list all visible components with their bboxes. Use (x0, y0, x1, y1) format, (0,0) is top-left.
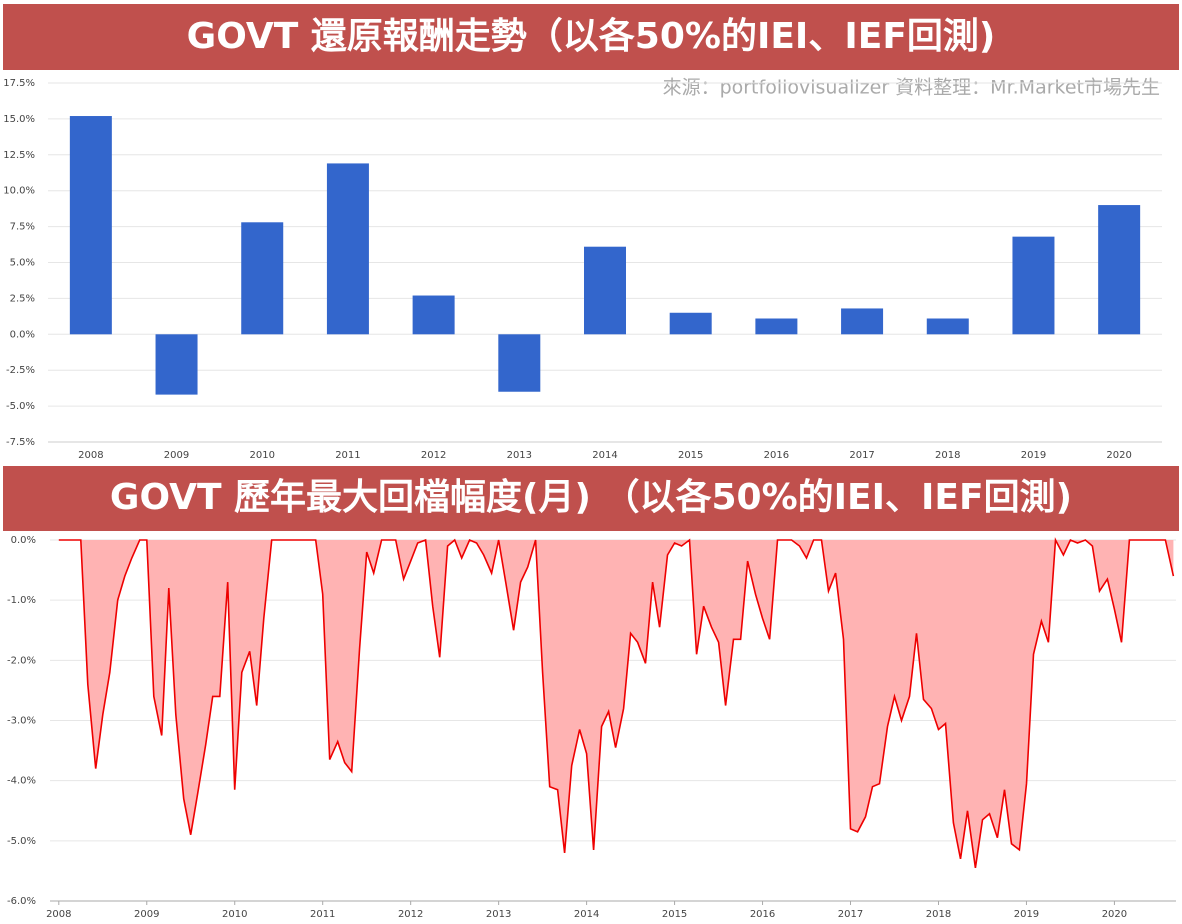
x-tick-label: 2011 (310, 909, 335, 920)
y-tick-label: 2.5% (10, 293, 35, 304)
bar (498, 334, 541, 392)
bar (326, 163, 369, 335)
y-tick-label: -2.0% (7, 655, 36, 666)
x-tick-label: 2020 (1106, 450, 1131, 461)
x-tick-label: 2008 (46, 909, 71, 920)
chart-title: GOVT 歷年最大回檔幅度(月) （以各50%的IEI、IEF回測) (110, 477, 1072, 518)
x-tick-label: 2017 (849, 450, 874, 461)
bar (841, 308, 884, 335)
y-tick-label: -7.5% (6, 437, 35, 448)
bar (241, 222, 284, 335)
x-tick-label: 2008 (78, 450, 103, 461)
x-tick-label: 2009 (164, 450, 189, 461)
x-tick-label: 2010 (222, 909, 247, 920)
x-tick-label: 2017 (838, 909, 863, 920)
y-tick-label: 7.5% (10, 222, 35, 233)
x-tick-label: 2012 (421, 450, 446, 461)
y-tick-label: 12.5% (3, 150, 35, 161)
title-banner (3, 4, 1179, 70)
y-tick-label: -5.0% (6, 401, 35, 412)
y-tick-label: 0.0% (10, 329, 35, 340)
x-tick-label: 2011 (335, 450, 360, 461)
y-tick-label: 5.0% (10, 258, 35, 269)
x-tick-label: 2019 (1014, 909, 1039, 920)
title-banner (3, 466, 1179, 531)
bar (155, 334, 198, 395)
chart-subtitle: 來源：portfoliovisualizer 資料整理：Mr.Market市場先… (663, 77, 1160, 99)
y-tick-label: -6.0% (7, 896, 36, 907)
x-tick-label: 2016 (764, 450, 789, 461)
y-tick-label: 0.0% (11, 535, 36, 546)
bar (669, 312, 712, 335)
x-tick-label: 2013 (507, 450, 532, 461)
bar (926, 318, 969, 335)
x-tick-label: 2015 (678, 450, 703, 461)
bar (584, 246, 626, 335)
y-tick-label: 17.5% (3, 78, 35, 89)
x-tick-label: 2018 (926, 909, 951, 920)
y-tick-label: -5.0% (7, 836, 36, 847)
x-tick-label: 2019 (1021, 450, 1046, 461)
x-tick-label: 2015 (662, 909, 687, 920)
y-tick-label: -3.0% (7, 716, 36, 727)
x-tick-label: 2016 (750, 909, 775, 920)
line (58, 537, 1175, 869)
bar (412, 295, 455, 335)
x-tick-label: 2014 (574, 909, 599, 920)
x-tick-label: 2020 (1102, 909, 1127, 920)
area-fill (58, 540, 1174, 868)
y-tick-label: -1.0% (7, 595, 36, 606)
y-tick-label: 10.0% (3, 186, 35, 197)
x-tick-label: 2012 (398, 909, 423, 920)
y-tick-label: -2.5% (6, 365, 35, 376)
x-tick-label: 2010 (250, 450, 275, 461)
x-tick-label: 2014 (592, 450, 617, 461)
x-tick-label: 2013 (486, 909, 511, 920)
x-tick-label: 2009 (134, 909, 159, 920)
x-tick-label: 2018 (935, 450, 960, 461)
chart-title: GOVT 還原報酬走勢（以各50%的IEI、IEF回測) (187, 16, 996, 57)
y-tick-label: -4.0% (7, 776, 36, 787)
bar (69, 116, 112, 335)
bar (1098, 205, 1141, 335)
bar (1012, 236, 1055, 335)
bar (755, 318, 798, 335)
y-tick-label: 15.0% (3, 114, 35, 125)
